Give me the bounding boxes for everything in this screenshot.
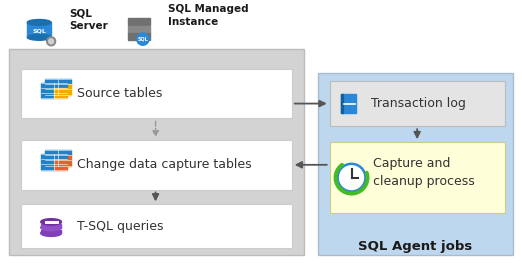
Bar (41, 154, 67, 159)
Bar (45, 89, 58, 95)
Bar (58, 155, 72, 161)
Bar (41, 230, 62, 233)
Bar (341, 94, 343, 113)
Text: Source tables: Source tables (77, 87, 162, 100)
FancyBboxPatch shape (329, 81, 505, 126)
Bar (58, 84, 72, 89)
Text: Transaction log: Transaction log (372, 97, 466, 110)
Bar (45, 161, 58, 166)
Circle shape (49, 39, 54, 44)
Bar (58, 89, 72, 95)
Ellipse shape (41, 219, 62, 225)
Bar (41, 83, 67, 88)
Bar (54, 159, 67, 164)
FancyBboxPatch shape (329, 142, 505, 213)
Text: SQL: SQL (137, 37, 148, 42)
Text: SQL Agent jobs: SQL Agent jobs (358, 240, 472, 253)
FancyBboxPatch shape (21, 204, 292, 248)
Bar (341, 94, 356, 113)
Bar (41, 224, 62, 228)
Circle shape (137, 33, 149, 45)
Bar (27, 22, 51, 37)
Bar (45, 79, 72, 84)
Text: SQL: SQL (32, 28, 46, 33)
Bar (41, 159, 54, 164)
FancyBboxPatch shape (21, 140, 292, 190)
Circle shape (338, 164, 365, 191)
Ellipse shape (41, 230, 62, 237)
Text: Capture and
cleanup process: Capture and cleanup process (373, 157, 475, 188)
Bar (54, 93, 67, 98)
FancyBboxPatch shape (318, 73, 513, 255)
Bar (127, 18, 150, 25)
Bar (127, 33, 150, 40)
Bar (58, 161, 72, 166)
Circle shape (46, 37, 56, 46)
Bar (41, 93, 54, 98)
Bar (45, 155, 58, 161)
Text: T-SQL queries: T-SQL queries (77, 220, 163, 233)
FancyBboxPatch shape (21, 69, 292, 118)
Text: Change data capture tables: Change data capture tables (77, 158, 252, 171)
Bar (41, 164, 54, 169)
Bar (54, 88, 67, 93)
Ellipse shape (41, 224, 62, 231)
Bar (54, 164, 67, 169)
Bar (127, 26, 150, 32)
Ellipse shape (27, 20, 51, 25)
Text: SQL
Server: SQL Server (69, 8, 108, 31)
Text: SQL Managed
Instance: SQL Managed Instance (169, 4, 249, 27)
Bar (41, 88, 54, 93)
Bar (45, 150, 72, 155)
FancyBboxPatch shape (9, 49, 304, 255)
Bar (45, 84, 58, 89)
Ellipse shape (27, 34, 51, 40)
